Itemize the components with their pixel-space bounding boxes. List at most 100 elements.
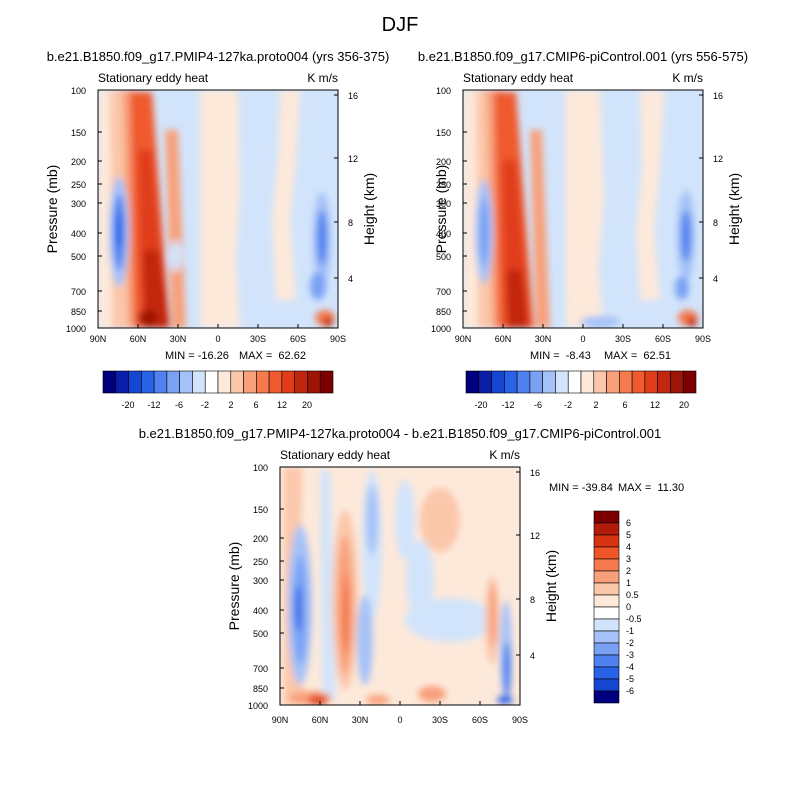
colorbar-tick-label: 6	[622, 400, 627, 410]
colorbar-swatch	[606, 370, 620, 394]
colorbar-swatch	[102, 370, 117, 394]
colorbar-tick-label: 5	[626, 530, 631, 540]
tick-label: 200	[71, 157, 86, 167]
colorbar-swatch	[204, 370, 219, 394]
tick-label: 30N	[352, 715, 369, 725]
tick-label: 12	[713, 154, 723, 164]
panel-title: b.e21.B1850.f09_g17.PMIP4-127ka.proto004…	[47, 49, 390, 64]
tick-label: 30N	[535, 334, 552, 344]
tick-label: 400	[436, 229, 451, 239]
tick-label: 150	[253, 505, 268, 515]
colorbar-tick-label: 0	[626, 602, 631, 612]
x-axis: 90N 60N 30N 0 30S 60S 90S	[455, 324, 711, 344]
max-value-text: MAX = 11.30	[618, 482, 684, 494]
tick-label: 16	[713, 91, 723, 101]
tick-label: 1000	[66, 324, 86, 334]
colorbar-tick-label: -6	[626, 686, 634, 696]
colorbar-swatch	[593, 666, 620, 680]
panel-title: b.e21.B1850.f09_g17.PMIP4-127ka.proto004…	[139, 426, 662, 441]
tick-label: 300	[436, 199, 451, 209]
tick-label: 4	[348, 274, 353, 284]
y-axis-label: Pressure (mb)	[44, 165, 60, 254]
colorbar-swatch	[567, 370, 582, 394]
tick-label: 30S	[615, 334, 631, 344]
tick-label: 700	[253, 664, 268, 674]
colorbar-swatch	[504, 370, 518, 394]
colorbar-swatch	[281, 370, 295, 394]
y-axis-label-right: Height (km)	[543, 550, 559, 622]
colorbar-tick-label: -12	[501, 400, 514, 410]
colorbar-tick-labels: 6 5 4 3 2 1 0.5 0 -0.5 -1 -2 -3 -4 -5 -6	[626, 518, 642, 696]
tick-label: 90N	[272, 715, 289, 725]
colorbar-tick-label: -20	[474, 400, 487, 410]
tick-label: 250	[71, 180, 86, 190]
colorbar-swatch	[307, 370, 321, 394]
colorbar-swatch	[141, 370, 155, 394]
colorbar-swatch	[593, 558, 620, 572]
tick-label: 0	[397, 715, 402, 725]
colorbar-swatch	[128, 370, 142, 394]
colorbar-swatch	[593, 642, 620, 656]
y-axis-label: Pressure (mb)	[433, 165, 449, 254]
tick-label: 400	[71, 229, 86, 239]
colorbar-swatch	[619, 370, 633, 394]
colorbar-swatch	[268, 370, 283, 394]
tick-label: 200	[436, 157, 451, 167]
colorbar-tick-label: -12	[147, 400, 160, 410]
y-axis-left: 100 150 200 250 300 400 500 700 850 1000…	[44, 86, 102, 334]
tick-label: 90N	[90, 334, 107, 344]
y-axis-right: 16 12 8 4 Height (km)	[699, 91, 742, 284]
colorbar-swatch	[593, 370, 607, 394]
panel-left-label: Stationary eddy heat	[463, 71, 574, 85]
tick-label: 100	[71, 86, 86, 96]
y-axis-right: 16 12 8 4 Height (km)	[334, 91, 377, 284]
colorbar-swatch	[478, 370, 492, 394]
panel-units-label: K m/s	[489, 448, 520, 462]
colorbar-tick-label: 12	[650, 400, 660, 410]
colorbar-swatch	[631, 370, 646, 394]
colorbar-swatch	[593, 594, 620, 608]
tick-label: 200	[253, 534, 268, 544]
tick-label: 500	[436, 252, 451, 262]
y-axis-label-right: Height (km)	[361, 173, 377, 245]
colorbar-swatch	[593, 690, 620, 704]
max-value-text: MAX = 62.62	[239, 350, 306, 362]
colorbar-tick-label: 2	[593, 400, 598, 410]
tick-label: 0	[215, 334, 220, 344]
panel-title: b.e21.B1850.f09_g17.CMIP6-piControl.001 …	[418, 49, 748, 64]
panel-control-127ka: b.e21.B1850.f09_g17.PMIP4-127ka.proto004…	[44, 49, 389, 410]
tick-label: 700	[436, 287, 451, 297]
tick-label: 400	[253, 606, 268, 616]
colorbar-swatch	[166, 370, 180, 394]
y-axis-left: 100 150 200 250 300 400 500 700 850 1000…	[226, 463, 284, 711]
tick-label: 250	[436, 180, 451, 190]
contour-field	[463, 90, 703, 328]
colorbar-tick-label: 6	[253, 400, 258, 410]
panel-picontrol: b.e21.B1850.f09_g17.CMIP6-piControl.001 …	[418, 49, 748, 410]
tick-label: 250	[253, 557, 268, 567]
min-value-text: MIN = -8.43	[530, 350, 591, 362]
tick-label: 4	[530, 651, 535, 661]
panel-left-label: Stationary eddy heat	[280, 448, 391, 462]
colorbar-tick-label: 20	[679, 400, 689, 410]
colorbar-swatch	[294, 370, 308, 394]
x-axis: 90N 60N 30N 0 30S 60S 90S	[90, 324, 346, 344]
colorbar-tick-label: -6	[534, 400, 542, 410]
colorbar	[102, 370, 334, 394]
colorbar-tick-label: -2	[564, 400, 572, 410]
colorbar-swatch	[555, 370, 569, 394]
tick-label: 16	[348, 91, 358, 101]
colorbar-swatch	[593, 606, 620, 620]
tick-label: 60N	[495, 334, 512, 344]
tick-label: 1000	[248, 701, 268, 711]
colorbar-tick-label: -3	[626, 650, 634, 660]
colorbar	[593, 510, 620, 704]
tick-label: 30S	[432, 715, 448, 725]
y-axis-left: 100 150 200 250 300 400 500 700 850 1000…	[431, 86, 467, 334]
tick-label: 500	[253, 629, 268, 639]
colorbar-swatch	[593, 546, 620, 560]
colorbar	[465, 370, 697, 394]
colorbar-swatch	[593, 618, 620, 632]
tick-label: 30S	[250, 334, 266, 344]
colorbar-swatch	[593, 630, 620, 644]
